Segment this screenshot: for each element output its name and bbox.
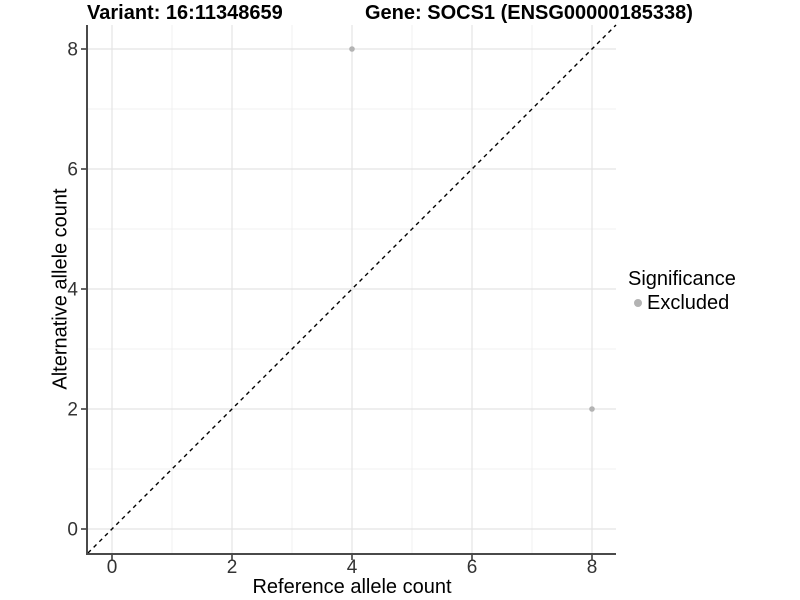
y-tick-label: 6 — [67, 160, 78, 181]
y-tick-label: 2 — [67, 400, 78, 421]
legend-title: Significance — [628, 268, 736, 290]
legend: Significance Excluded — [628, 268, 736, 314]
x-tick-label: 4 — [347, 557, 358, 578]
y-axis-title: Alternative allele count — [49, 188, 72, 390]
plot-title-gene: Gene: SOCS1 (ENSG00000185338) — [365, 2, 693, 24]
data-point — [349, 46, 355, 52]
legend-item-excluded: Excluded — [628, 292, 736, 314]
y-tick-label: 8 — [67, 40, 78, 61]
x-tick-label: 6 — [467, 557, 478, 578]
legend-point-icon — [634, 299, 642, 307]
x-axis-title: Reference allele count — [252, 576, 452, 598]
y-tick-label: 0 — [67, 520, 78, 541]
y-tick-label: 4 — [67, 280, 78, 301]
legend-item-label: Excluded — [647, 291, 730, 314]
x-tick-label: 2 — [227, 557, 238, 578]
x-tick-label: 8 — [587, 557, 598, 578]
data-point — [589, 406, 595, 412]
x-tick-label: 0 — [107, 557, 118, 578]
plot-title-variant: Variant: 16:11348659 — [87, 2, 283, 24]
